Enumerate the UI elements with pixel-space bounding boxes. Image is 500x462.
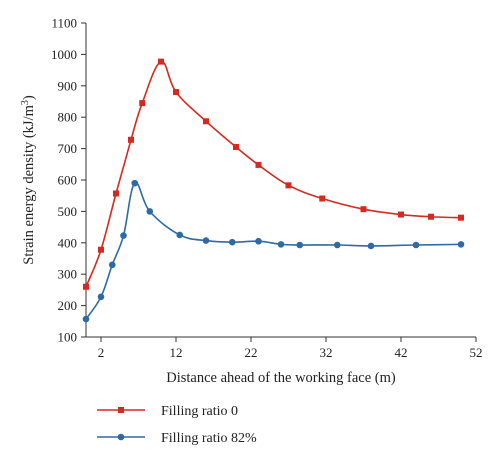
legend-label-filling-ratio-82: Filling ratio 82% — [161, 431, 257, 446]
y-tick-label: 1100 — [51, 16, 77, 31]
data-point-circle — [296, 241, 304, 249]
data-point-circle — [97, 293, 105, 301]
x-tick-label: 52 — [470, 345, 483, 360]
legend: Filling ratio 0 Filling ratio 82% — [97, 404, 257, 446]
legend-label-filling-ratio-0: Filling ratio 0 — [161, 404, 238, 419]
data-point-square — [113, 190, 119, 197]
data-point-circle — [228, 238, 236, 246]
y-tick-label: 900 — [58, 78, 78, 93]
data-point-circle — [412, 241, 420, 249]
x-axis-title: Distance ahead of the working face (m) — [166, 370, 396, 386]
series-layer — [82, 58, 465, 323]
data-point-square — [458, 214, 464, 221]
y-tick-label: 1000 — [51, 47, 77, 62]
x-tick-label: 42 — [395, 345, 408, 360]
data-point-square — [398, 211, 404, 218]
y-axis-title-main: Strain energy density (kJ/m — [21, 104, 37, 264]
x-tick-label: 12 — [170, 345, 183, 360]
data-point-circle — [120, 232, 127, 239]
data-point-square — [285, 182, 292, 189]
data-point-circle — [202, 237, 210, 244]
y-tick-label: 300 — [58, 267, 78, 282]
data-point-square — [428, 213, 434, 220]
y-axis-title-closing: ) — [21, 95, 37, 100]
y-tick-label: 500 — [58, 204, 78, 219]
y-axis-title-superscript: 3 — [20, 100, 31, 105]
series-filling-ratio-82 — [82, 179, 465, 323]
series-line — [85, 60, 462, 288]
y-tick-label: 200 — [58, 298, 78, 313]
data-point-square — [360, 206, 367, 213]
data-point-square — [233, 144, 239, 151]
series-line — [85, 181, 462, 320]
legend-item-filling-ratio-82: Filling ratio 82% — [97, 431, 257, 446]
y-tick-label: 400 — [58, 235, 78, 250]
data-point-circle — [176, 231, 184, 239]
data-point-circle — [457, 241, 465, 248]
y-tick-label: 700 — [58, 141, 78, 156]
axes: 100 200 300 400 500 600 700 800 900 1000 1100 2 12 22… — [51, 16, 483, 361]
data-point-circle — [131, 179, 139, 187]
data-point-square — [173, 89, 179, 96]
y-tick-label: 800 — [58, 110, 78, 125]
data-point-circle — [146, 208, 154, 215]
data-point-square — [203, 118, 209, 125]
data-point-circle — [277, 241, 285, 248]
y-tick-label: 600 — [58, 173, 78, 188]
data-point-square — [128, 136, 134, 143]
y-axis-title: Strain energy density (kJ/m3) — [20, 95, 38, 265]
data-point-square — [139, 100, 146, 107]
data-point-circle — [82, 315, 90, 323]
x-tick-label: 32 — [320, 345, 333, 360]
x-tick-label: 2 — [98, 345, 105, 360]
data-point-circle — [255, 237, 262, 245]
data-point-circle — [367, 242, 375, 250]
x-tick-label: 22 — [245, 345, 258, 360]
data-point-square — [255, 161, 262, 168]
data-point-square — [158, 58, 164, 65]
data-point-circle — [108, 261, 116, 269]
y-tick-label: 100 — [58, 330, 78, 345]
data-point-square — [83, 283, 89, 290]
legend-marker-square — [118, 407, 124, 413]
legend-marker-circle — [117, 433, 125, 441]
data-point-circle — [333, 241, 341, 249]
data-point-square — [98, 246, 104, 253]
data-point-square — [319, 195, 326, 202]
legend-item-filling-ratio-0: Filling ratio 0 — [97, 404, 238, 419]
series-filling-ratio-0 — [83, 58, 464, 290]
